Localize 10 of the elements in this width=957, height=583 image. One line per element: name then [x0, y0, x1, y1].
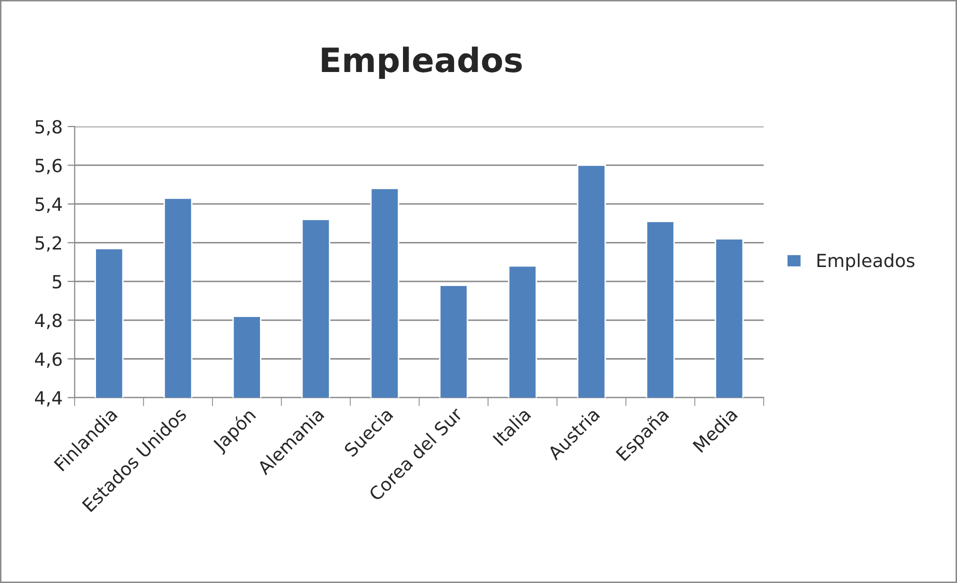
y-tick-label: 4,8 [35, 314, 62, 330]
y-tick-label: 4,4 [35, 391, 62, 407]
y-tick-label: 5,4 [36, 198, 62, 213]
y-tick-label: 5 [52, 275, 62, 289]
y-tick-label: 4,6 [35, 352, 62, 368]
y-tick-label: 5,8 [36, 120, 62, 136]
y-tick-label: 5,6 [36, 158, 62, 174]
legend-label: Empleados [817, 253, 914, 271]
y-tick-label: 5,2 [36, 236, 62, 252]
chart-title: Empleados [322, 46, 522, 79]
